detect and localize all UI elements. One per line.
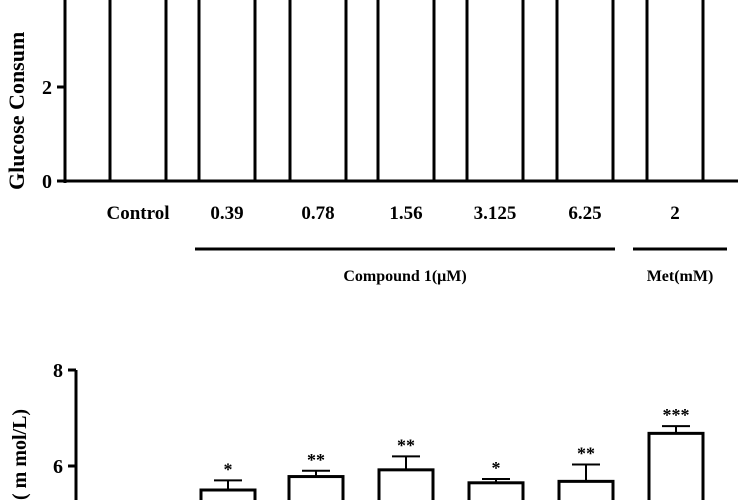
- significance-label: **: [307, 450, 325, 470]
- significance-label: **: [397, 435, 415, 455]
- bottom-bar: [199, 488, 257, 500]
- top-bar: [108, 0, 168, 183]
- bottom-y-tick-label: 6: [53, 456, 63, 478]
- top-category-label: 1.56: [389, 203, 422, 224]
- top-category-label: 3.125: [474, 203, 517, 224]
- top-bar: [288, 0, 348, 183]
- top-y-axis-label: Glucose Consum: [4, 32, 29, 190]
- top-bar: [555, 0, 615, 183]
- bottom-bar: [467, 481, 525, 500]
- significance-label: **: [577, 444, 595, 464]
- top-category-label: 0.78: [301, 203, 334, 224]
- group-label: Compound 1(μM): [343, 268, 466, 285]
- bottom-y-axis-label: ( m mol/L): [9, 409, 31, 500]
- bottom-bar: [377, 468, 435, 500]
- bottom-bar: [557, 479, 615, 500]
- top-category-label: 2: [670, 203, 680, 224]
- significance-label: ***: [663, 405, 690, 425]
- bottom-bar: [647, 431, 705, 500]
- bottom-bar: [287, 475, 345, 500]
- top-bar: [645, 0, 705, 183]
- top-category-label: Control: [107, 203, 170, 224]
- group-label: Met(mM): [647, 268, 714, 285]
- bottom-y-tick-label: 8: [53, 360, 63, 382]
- top-y-tick-label: 2: [42, 77, 52, 99]
- significance-label: *: [492, 458, 501, 478]
- top-y-tick-label: 0: [42, 171, 52, 193]
- significance-label: *: [224, 459, 233, 479]
- top-chart: 0 2 4 Control 0.39 0.78 1.56 3.125 6.25 2 Compou…: [4, 0, 738, 285]
- top-bar: [197, 0, 257, 183]
- top-category-label: 0.39: [210, 203, 243, 224]
- bottom-chart: 68 * ********** ( m mol/L): [9, 360, 705, 500]
- top-bar: [465, 0, 525, 183]
- top-y-tick-label: 4: [42, 0, 52, 5]
- top-bar: [376, 0, 436, 183]
- top-category-label: 6.25: [568, 203, 601, 224]
